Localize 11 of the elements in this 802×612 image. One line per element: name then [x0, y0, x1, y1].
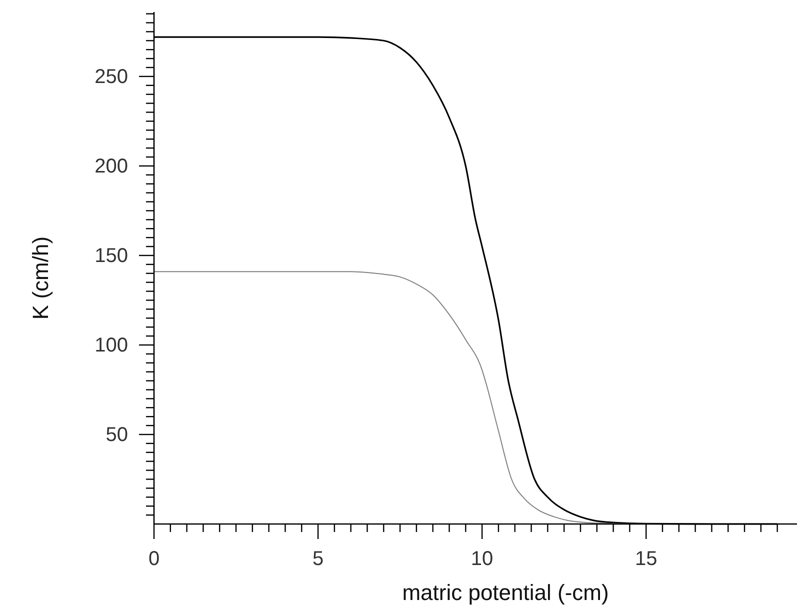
- y-tick-label: 50: [106, 424, 128, 446]
- x-tick-label: 5: [312, 548, 324, 570]
- y-tick-label: 200: [94, 155, 128, 178]
- x-tick-label: 0: [148, 548, 160, 570]
- y-tick-label: 150: [94, 244, 128, 267]
- x-tick-label: 10: [470, 548, 494, 570]
- y-axis-title: K (cm/h): [28, 236, 53, 320]
- x-tick-label: 15: [634, 548, 658, 570]
- x-axis-title: matric potential (-cm): [402, 580, 609, 605]
- y-tick-label: 100: [94, 334, 128, 356]
- y-tick-label: 250: [94, 66, 128, 88]
